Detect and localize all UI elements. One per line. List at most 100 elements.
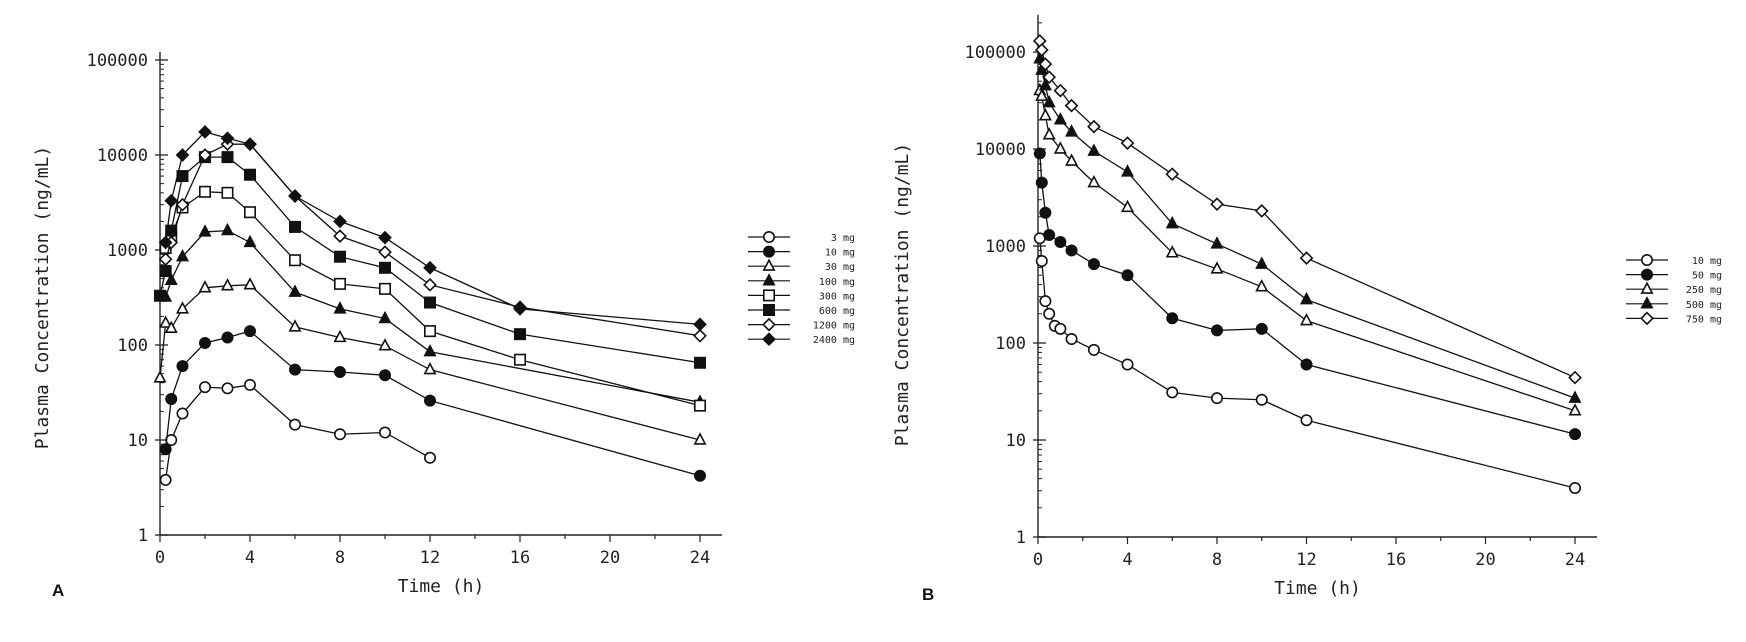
- x-tick-label: 16: [510, 548, 530, 568]
- legend-marker: [763, 319, 774, 330]
- data-point: [222, 280, 232, 290]
- data-point: [290, 222, 300, 232]
- legend-marker: [1642, 269, 1652, 279]
- data-point: [1040, 208, 1050, 218]
- x-tick-label: 12: [420, 548, 440, 568]
- data-point: [200, 382, 210, 392]
- data-point: [1040, 296, 1050, 306]
- legend-marker: [763, 333, 774, 344]
- y-tick-label: 10000: [975, 140, 1026, 160]
- data-point: [160, 253, 171, 264]
- series-line: [1040, 59, 1575, 398]
- data-point: [245, 170, 255, 180]
- panel-label: B: [922, 585, 934, 604]
- chart-panel-B: 11010010001000010000004812162024Time (h)…: [892, 15, 1722, 604]
- data-point: [425, 346, 435, 356]
- legend-marker: [1642, 255, 1652, 265]
- data-point: [200, 338, 210, 348]
- y-tick-label: 10000: [97, 146, 148, 166]
- x-tick-label: 0: [1033, 550, 1043, 570]
- chart-panel-A: 11010010001000010000004812162024Time (h)…: [32, 51, 855, 600]
- y-tick-label: 100000: [965, 43, 1026, 63]
- y-tick-label: 10: [1006, 431, 1026, 451]
- legend-label: 600 mg: [819, 306, 855, 317]
- data-point: [1301, 359, 1311, 369]
- data-point: [695, 400, 705, 410]
- data-point: [335, 279, 345, 289]
- legend-label: 250 mg: [1686, 285, 1722, 296]
- legend-item: 300 mg: [748, 290, 855, 302]
- legend-label: 10 mg: [825, 248, 855, 259]
- y-tick-label: 1: [138, 526, 148, 546]
- x-tick-label: 4: [245, 548, 255, 568]
- series-line: [1040, 41, 1575, 378]
- legend-marker: [1641, 313, 1652, 324]
- data-point: [200, 282, 210, 292]
- data-point: [1044, 230, 1054, 240]
- x-tick-label: 4: [1122, 550, 1132, 570]
- x-tick-label: 0: [155, 548, 165, 568]
- data-point: [335, 429, 345, 439]
- legend-label: 50 mg: [1692, 271, 1722, 282]
- data-point: [1122, 359, 1132, 369]
- data-point: [425, 364, 435, 374]
- data-point: [334, 216, 345, 227]
- data-point: [1167, 387, 1177, 397]
- data-point: [160, 475, 170, 485]
- data-point: [245, 326, 255, 336]
- legend-item: 10 mg: [1626, 255, 1722, 267]
- series-100-mg: [160, 225, 705, 406]
- panel-label: A: [52, 581, 64, 600]
- data-point: [1034, 35, 1045, 46]
- data-point: [425, 395, 435, 405]
- data-point: [1212, 393, 1222, 403]
- data-point: [380, 427, 390, 437]
- data-point: [1055, 237, 1065, 247]
- legend-marker: [1642, 283, 1652, 293]
- legend-item: 3 mg: [748, 232, 855, 244]
- legend-label: 2400 mg: [813, 335, 855, 346]
- legend-label: 750 mg: [1686, 314, 1722, 325]
- series-line: [166, 132, 700, 324]
- data-point: [290, 419, 300, 429]
- legend-marker: [764, 260, 774, 270]
- y-tick-label: 10: [128, 431, 148, 451]
- data-point: [1301, 415, 1311, 425]
- data-point: [1044, 129, 1054, 139]
- data-point: [1122, 137, 1133, 148]
- data-point: [695, 471, 705, 481]
- legend-label: 3 mg: [831, 233, 855, 244]
- y-tick-label: 1000: [985, 237, 1026, 257]
- data-point: [380, 370, 390, 380]
- data-point: [290, 321, 300, 331]
- data-point: [200, 187, 210, 197]
- data-point: [245, 380, 255, 390]
- data-point: [1257, 395, 1267, 405]
- data-point: [379, 232, 390, 243]
- series-3-mg: [160, 380, 435, 485]
- y-axis-title: Plasma Concentration (ng/mL): [32, 146, 53, 449]
- series-750-mg: [1034, 35, 1581, 383]
- data-point: [222, 383, 232, 393]
- data-point: [1089, 259, 1099, 269]
- legend-label: 100 mg: [819, 277, 855, 288]
- data-point: [1122, 201, 1132, 211]
- data-point: [425, 297, 435, 307]
- legend-item: 500 mg: [1626, 298, 1722, 311]
- series-500-mg: [1035, 53, 1581, 402]
- legend-label: 300 mg: [819, 291, 855, 302]
- data-point: [1301, 294, 1311, 304]
- data-point: [1066, 245, 1076, 255]
- data-point: [335, 252, 345, 262]
- data-point: [425, 453, 435, 463]
- data-point: [1066, 334, 1076, 344]
- data-point: [1089, 145, 1099, 155]
- data-point: [155, 291, 165, 301]
- x-tick-label: 16: [1386, 550, 1406, 570]
- y-tick-label: 100: [995, 334, 1026, 354]
- data-point: [335, 367, 345, 377]
- data-point: [694, 319, 705, 330]
- legend-label: 10 mg: [1692, 256, 1722, 267]
- data-point: [200, 226, 210, 236]
